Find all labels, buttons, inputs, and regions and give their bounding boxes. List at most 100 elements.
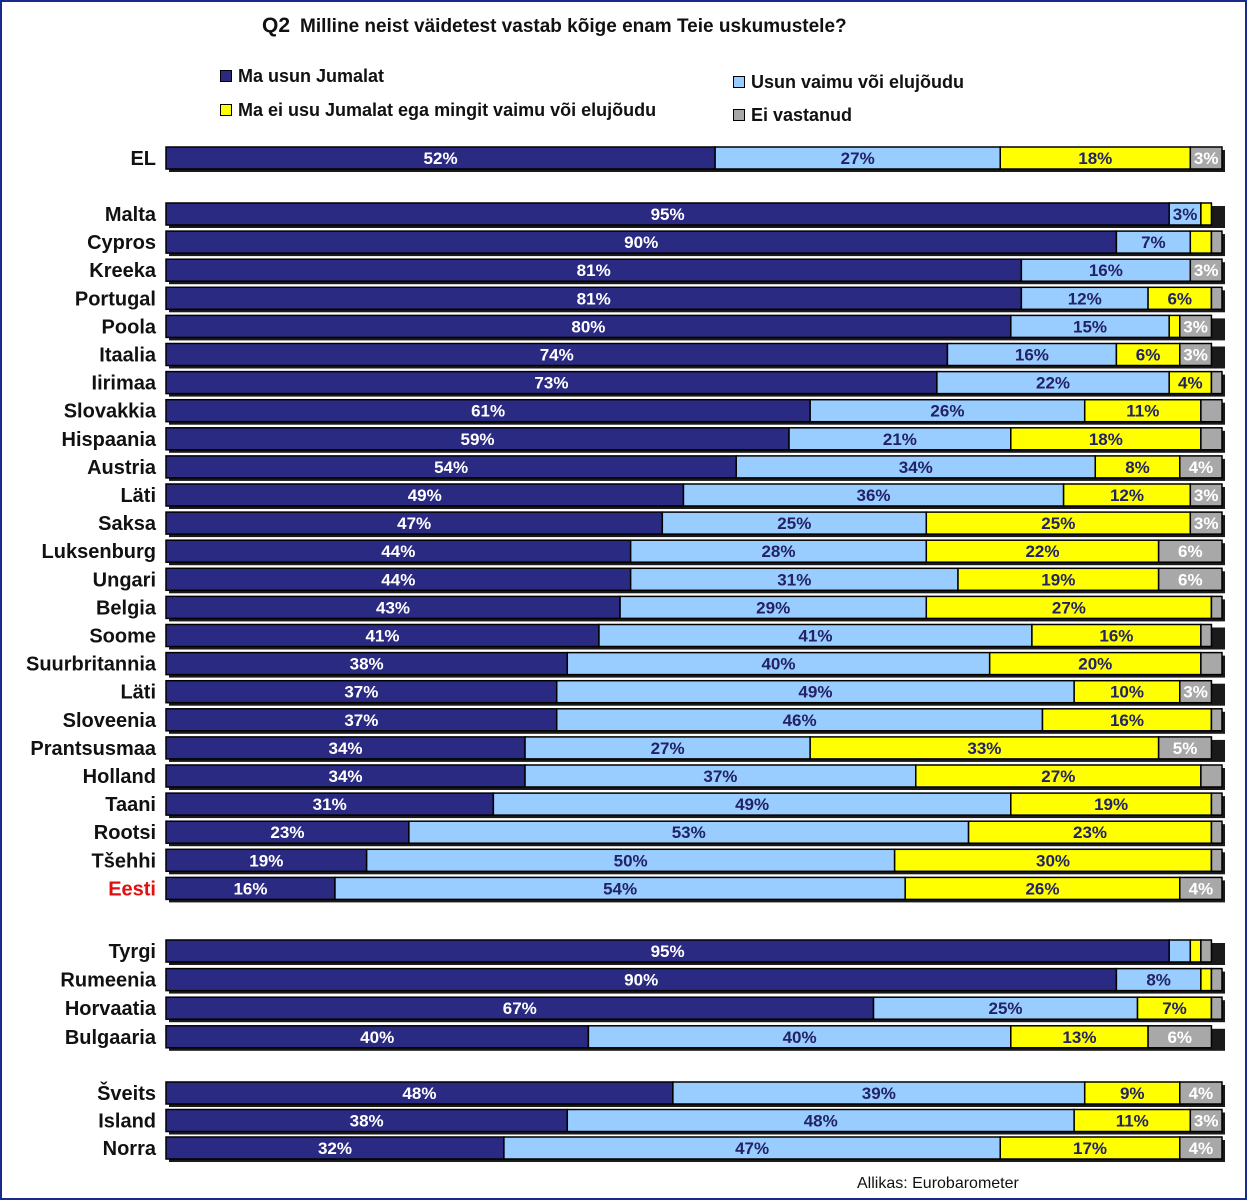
country-label: Portugal [75,288,156,310]
bar-row: Saksa 47% 25% 25% 3% [98,511,1225,538]
bar-row: Malta 95% 3% [105,202,1225,228]
bar-segment [1200,651,1223,676]
data-label: 81% [577,261,611,280]
data-label: 19% [1094,795,1128,814]
bar-segment [1147,1025,1213,1049]
country-label: Norra [103,1138,157,1160]
data-label: 90% [624,971,658,990]
legend-label: Ma usun Jumalat [238,66,385,86]
data-label: 61% [471,402,505,421]
country-label: Belgia [96,597,157,619]
country-label: EL [130,148,156,170]
data-label: 25% [989,999,1023,1018]
data-label: 25% [1041,514,1075,533]
bar-row: Tyrgi 95% [109,939,1225,965]
data-label: 22% [1025,542,1059,561]
country-label: Kreeka [89,260,157,282]
bar-segment [1179,314,1213,339]
bar-segment [1200,764,1223,788]
bar-segment [1168,939,1192,963]
country-label: Hispaania [62,429,157,451]
bar-segment [1200,398,1223,423]
data-label: 6% [1178,542,1203,561]
bar-segment [1189,230,1213,254]
country-label: Läti [120,485,156,507]
data-label: 6% [1167,1028,1192,1047]
bar-segment [1168,314,1181,339]
data-label: 3% [1173,205,1198,224]
data-label: 21% [883,430,917,449]
data-label: 23% [270,823,304,842]
country-label: Iirimaa [92,373,157,395]
legend-swatch [220,70,232,83]
bar-segment [1179,1081,1223,1105]
data-label: 16% [233,879,267,898]
data-label: 13% [1062,1028,1096,1047]
bar-segment [1210,996,1223,1020]
data-label: 59% [461,430,495,449]
data-label: 53% [672,823,706,842]
country-label: Šveits [97,1081,156,1105]
bar-segment [1179,455,1223,479]
bar-row: Island 38% 48% 11% 3% [98,1108,1225,1135]
bar-row: Läti 37% 49% 10% 3% [120,679,1225,706]
country-label: Itaalia [99,345,157,367]
country-label: Eesti [108,878,156,900]
question-text: Milline neist väidetest vastab kõige ena… [300,16,847,37]
legend-label: Ei vastanud [751,105,853,125]
data-label: 34% [329,767,363,786]
data-label: 9% [1120,1084,1145,1103]
bar-segment [1210,967,1223,992]
bar-row: Holland 34% 37% 27% [83,764,1225,790]
data-label: 41% [365,627,399,646]
bar-segment [1200,623,1213,648]
data-label: 47% [397,514,431,533]
data-label: 15% [1073,317,1107,336]
data-label: 16% [1015,346,1049,365]
data-label: 37% [703,767,737,786]
data-label: 27% [841,149,875,168]
bar-segment [1210,286,1223,311]
bar-segment [1210,792,1223,816]
country-label: Holland [83,766,156,788]
bar-row: Slovakkia 61% 26% 11% [64,398,1225,425]
data-label: 54% [603,879,637,898]
data-label: 10% [1110,683,1144,702]
bar-segment [1200,939,1213,963]
bar-row: EL 52% 27% 18% 3% [130,146,1225,172]
data-label: 26% [930,402,964,421]
data-label: 4% [1189,458,1214,477]
bar-segment [1189,511,1223,535]
legend-item-neither: Ma ei usu Jumalat ega mingit vaimu või e… [220,100,656,121]
bar-segment [1189,146,1223,170]
data-label: 18% [1078,149,1112,168]
data-label: 36% [857,486,891,505]
bar-segment [1200,967,1213,992]
data-label: 28% [761,542,795,561]
data-label: 95% [651,205,685,224]
data-label: 33% [967,739,1001,758]
country-label: Poola [102,316,157,338]
data-label: 11% [1126,402,1159,421]
bar-row: Rootsi 23% 53% 23% [94,820,1225,847]
bar-row: Bulgaaria 40% 40% 13% 6% [65,1025,1225,1051]
bar-row: Ungari 44% 31% 19% 6% [93,567,1225,594]
data-label: 3% [1183,683,1208,702]
country-label: Rumeenia [60,970,156,992]
data-label: 4% [1189,1139,1214,1158]
bar-segment [1189,939,1202,963]
data-label: 16% [1099,627,1133,646]
data-label: 49% [408,486,442,505]
bar-segment [1210,820,1223,844]
data-label: 22% [1036,374,1070,393]
data-label: 7% [1162,999,1187,1018]
data-label: 31% [313,795,347,814]
country-label: Slovakkia [64,401,157,423]
data-label: 48% [402,1084,436,1103]
data-label: 44% [381,570,415,589]
country-label: Tyrgi [109,941,156,963]
data-label: 54% [434,458,468,477]
data-label: 7% [1141,233,1166,252]
data-label: 74% [540,346,574,365]
bar-row: Norra 32% 47% 17% 4% [103,1136,1225,1162]
